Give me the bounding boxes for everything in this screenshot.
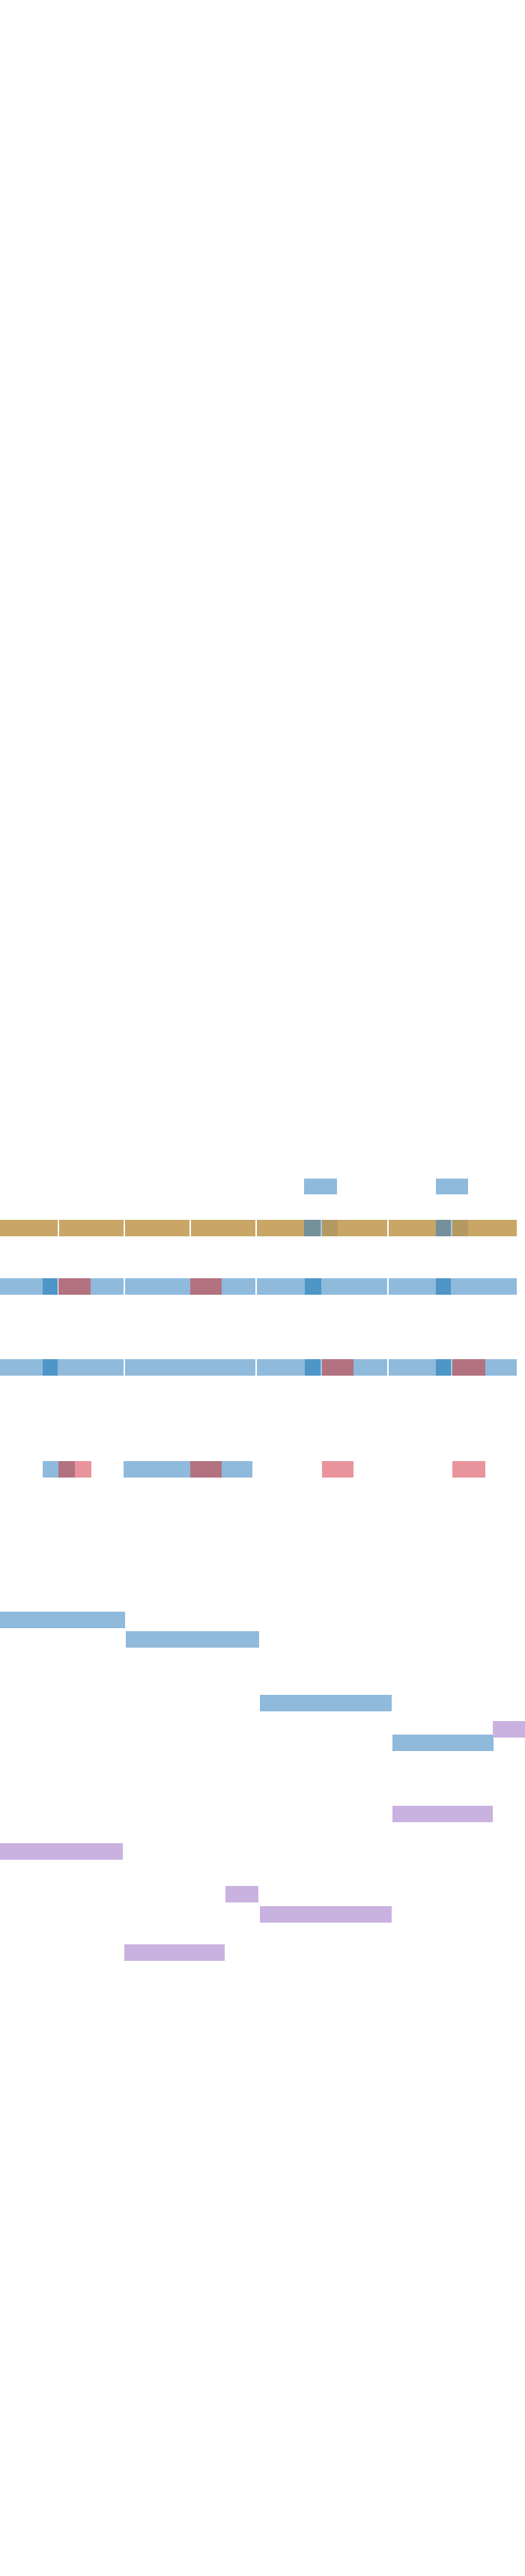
annotation-feature-2[interactable] xyxy=(436,1179,468,1194)
reference-feature-dark-2[interactable] xyxy=(452,1220,468,1236)
insertion-marker[interactable] xyxy=(305,1359,321,1376)
aligned-block[interactable] xyxy=(451,1278,517,1295)
reference-feature-teal-2[interactable] xyxy=(436,1220,451,1236)
contig-purple-6[interactable] xyxy=(124,1944,225,1961)
mismatch-block[interactable] xyxy=(452,1359,485,1376)
contig-purple-5[interactable] xyxy=(260,1906,392,1923)
aligned-block[interactable] xyxy=(222,1278,305,1295)
contig-blue-3[interactable] xyxy=(260,1695,392,1711)
feature-boundary-divider xyxy=(321,1359,322,1376)
mismatch-block[interactable] xyxy=(58,1278,91,1295)
reference-segment[interactable] xyxy=(0,1220,304,1236)
fragment-mismatch-block[interactable] xyxy=(190,1461,222,1478)
aligned-block[interactable] xyxy=(321,1278,436,1295)
segment-divider xyxy=(255,1220,257,1236)
segment-divider xyxy=(387,1359,389,1376)
segment-divider xyxy=(387,1278,389,1295)
segment-divider xyxy=(387,1220,389,1236)
insertion-marker[interactable] xyxy=(436,1359,451,1376)
insertion-marker[interactable] xyxy=(43,1278,58,1295)
segment-divider xyxy=(255,1278,257,1295)
fragment-mismatch-block[interactable] xyxy=(58,1461,75,1478)
fragment-aligned-block[interactable] xyxy=(222,1461,252,1478)
fragment-aligned-block[interactable] xyxy=(43,1461,58,1478)
reference-segment[interactable] xyxy=(468,1220,517,1236)
reference-feature-teal-1[interactable] xyxy=(304,1220,321,1236)
segment-divider xyxy=(58,1220,59,1236)
aligned-block[interactable] xyxy=(58,1359,305,1376)
feature-boundary-divider xyxy=(451,1220,452,1236)
aligned-block[interactable] xyxy=(353,1359,436,1376)
contig-purple-1[interactable] xyxy=(493,1721,525,1738)
annotation-feature-1[interactable] xyxy=(304,1179,337,1194)
feature-boundary-divider xyxy=(321,1220,322,1236)
insertion-marker[interactable] xyxy=(305,1278,321,1295)
aligned-block[interactable] xyxy=(0,1278,43,1295)
fragment-unaligned-block[interactable] xyxy=(452,1461,485,1478)
segment-divider xyxy=(124,1359,125,1376)
insertion-marker[interactable] xyxy=(436,1278,451,1295)
reference-feature-dark-1[interactable] xyxy=(322,1220,338,1236)
contig-purple-3[interactable] xyxy=(0,1843,123,1860)
aligned-block[interactable] xyxy=(91,1278,190,1295)
contig-blue-2[interactable] xyxy=(126,1631,259,1648)
mismatch-block[interactable] xyxy=(322,1359,353,1376)
contig-blue-4[interactable] xyxy=(392,1735,494,1751)
fragment-unaligned-block[interactable] xyxy=(75,1461,91,1478)
segment-divider xyxy=(189,1220,191,1236)
fragment-unaligned-block[interactable] xyxy=(322,1461,353,1478)
contig-blue-1[interactable] xyxy=(0,1612,125,1628)
mismatch-block[interactable] xyxy=(190,1278,222,1295)
feature-boundary-divider xyxy=(451,1359,452,1376)
contig-purple-2[interactable] xyxy=(392,1806,493,1822)
segment-divider xyxy=(255,1359,257,1376)
aligned-block[interactable] xyxy=(485,1359,517,1376)
segment-divider xyxy=(124,1278,125,1295)
segment-divider xyxy=(124,1220,125,1236)
insertion-marker[interactable] xyxy=(43,1359,58,1376)
aligned-block[interactable] xyxy=(0,1359,43,1376)
fragment-aligned-block[interactable] xyxy=(124,1461,190,1478)
reference-segment[interactable] xyxy=(338,1220,436,1236)
contig-purple-4[interactable] xyxy=(225,1886,258,1902)
